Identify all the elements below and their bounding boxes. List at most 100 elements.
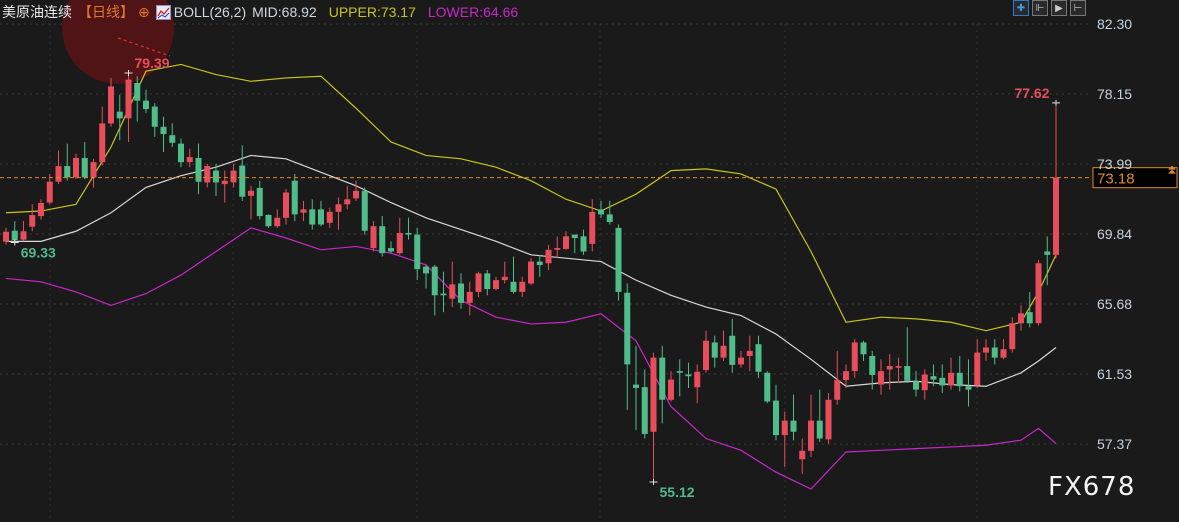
y-tick-label: 61.53 — [1097, 366, 1132, 382]
candle-body — [388, 248, 394, 252]
annotations: 79.39 69.33 55.12 77.62 — [10, 55, 1060, 500]
candle-body — [711, 342, 718, 358]
candle-up — [948, 357, 954, 390]
candle-up — [1053, 102, 1059, 259]
candle-body — [431, 266, 438, 296]
candle-body — [423, 266, 429, 274]
instrument-title: 美原油连续 — [2, 4, 72, 20]
candle-body — [939, 377, 946, 386]
candles — [3, 73, 1059, 482]
extreme-marker-icon — [10, 239, 19, 246]
candle-up — [545, 244, 552, 271]
play-icon[interactable]: ▶ — [1051, 0, 1067, 16]
candle-body — [274, 217, 281, 227]
candle-body — [738, 357, 744, 365]
candle-body — [781, 420, 788, 436]
candle-up — [186, 148, 193, 168]
candle-body — [143, 100, 149, 110]
last-price-label: 73.18 — [1097, 171, 1135, 188]
candle-up — [974, 339, 981, 388]
candle-body — [256, 187, 263, 217]
candle-body — [624, 292, 631, 365]
candle-up — [125, 73, 132, 142]
candle-body — [825, 399, 832, 440]
candle-body — [563, 236, 569, 249]
candle-down — [764, 371, 771, 404]
candle-body — [703, 340, 709, 371]
candle-body — [633, 384, 639, 388]
candle-body — [615, 227, 622, 292]
candle-body — [55, 166, 62, 182]
move-right-icon[interactable]: ⊢ — [1070, 0, 1086, 16]
candle-body — [676, 371, 683, 373]
zoom-left-icon[interactable]: ⊩ — [1032, 0, 1048, 16]
mid-value: MID:68.92 — [252, 4, 317, 20]
extreme-price-label: 69.33 — [21, 245, 56, 261]
candle-body — [283, 192, 289, 218]
candle-down — [816, 389, 823, 442]
candle-body — [808, 420, 814, 451]
candle-body — [81, 157, 88, 178]
candle-down — [213, 163, 219, 196]
candle-up — [808, 394, 814, 458]
candle-body — [510, 281, 517, 292]
candle-down — [860, 340, 867, 361]
candle-up — [396, 217, 403, 255]
candle-body — [151, 106, 158, 127]
candle-up — [230, 163, 237, 188]
candle-body — [493, 280, 499, 290]
candle-up — [38, 199, 44, 220]
candle-body — [773, 400, 779, 436]
grid — [0, 23, 1090, 522]
candle-body — [458, 283, 464, 303]
extreme-marker-icon — [649, 478, 658, 485]
candle-up — [694, 364, 701, 404]
boll-lower-line — [5, 227, 1057, 490]
candle-down — [484, 270, 491, 296]
candle-body — [169, 135, 176, 143]
candle-body — [195, 157, 202, 182]
candle-up — [1000, 339, 1007, 360]
candle-down — [991, 339, 998, 365]
candle-body — [799, 450, 806, 460]
extreme-marker-icon — [1052, 99, 1060, 106]
candle-body — [606, 214, 613, 222]
candle-down — [414, 227, 421, 281]
crosshair-icon[interactable]: ✚ — [1013, 0, 1029, 16]
candle-up — [528, 258, 534, 286]
candle-up — [799, 438, 806, 474]
candle-down — [956, 355, 963, 392]
candle-up — [851, 339, 858, 378]
candle-up — [353, 180, 359, 201]
y-tick-label: 69.84 — [1097, 226, 1132, 242]
candle-down — [143, 89, 149, 114]
candle-up — [781, 411, 788, 468]
candle-body — [598, 209, 604, 215]
candle-body — [1000, 349, 1007, 358]
candle-down — [195, 143, 202, 195]
crosshair-circle-icon[interactable]: ⊕ — [138, 3, 150, 20]
candle-down — [869, 350, 876, 390]
indicator-name: BOLL(26,2) — [173, 4, 247, 20]
candle-up — [921, 369, 928, 400]
candle-body — [860, 342, 867, 355]
highlight-circle — [62, 0, 174, 84]
candle-body — [536, 261, 543, 265]
boll-chart-icon[interactable] — [155, 4, 171, 20]
period-selector[interactable]: 【日线】 — [78, 4, 134, 20]
candle-body — [466, 291, 473, 303]
candle-body — [816, 420, 823, 439]
candle-body — [886, 366, 893, 370]
candle-down — [755, 335, 762, 378]
candle-body — [851, 342, 858, 372]
candle-body — [90, 162, 97, 178]
candle-body — [921, 374, 928, 391]
candle-down — [1026, 291, 1033, 328]
candle-body — [3, 231, 9, 242]
candle-down — [606, 200, 613, 225]
candle-body — [501, 276, 508, 281]
candle-body — [300, 209, 307, 213]
candle-down — [256, 180, 263, 220]
candle-body — [913, 381, 919, 390]
